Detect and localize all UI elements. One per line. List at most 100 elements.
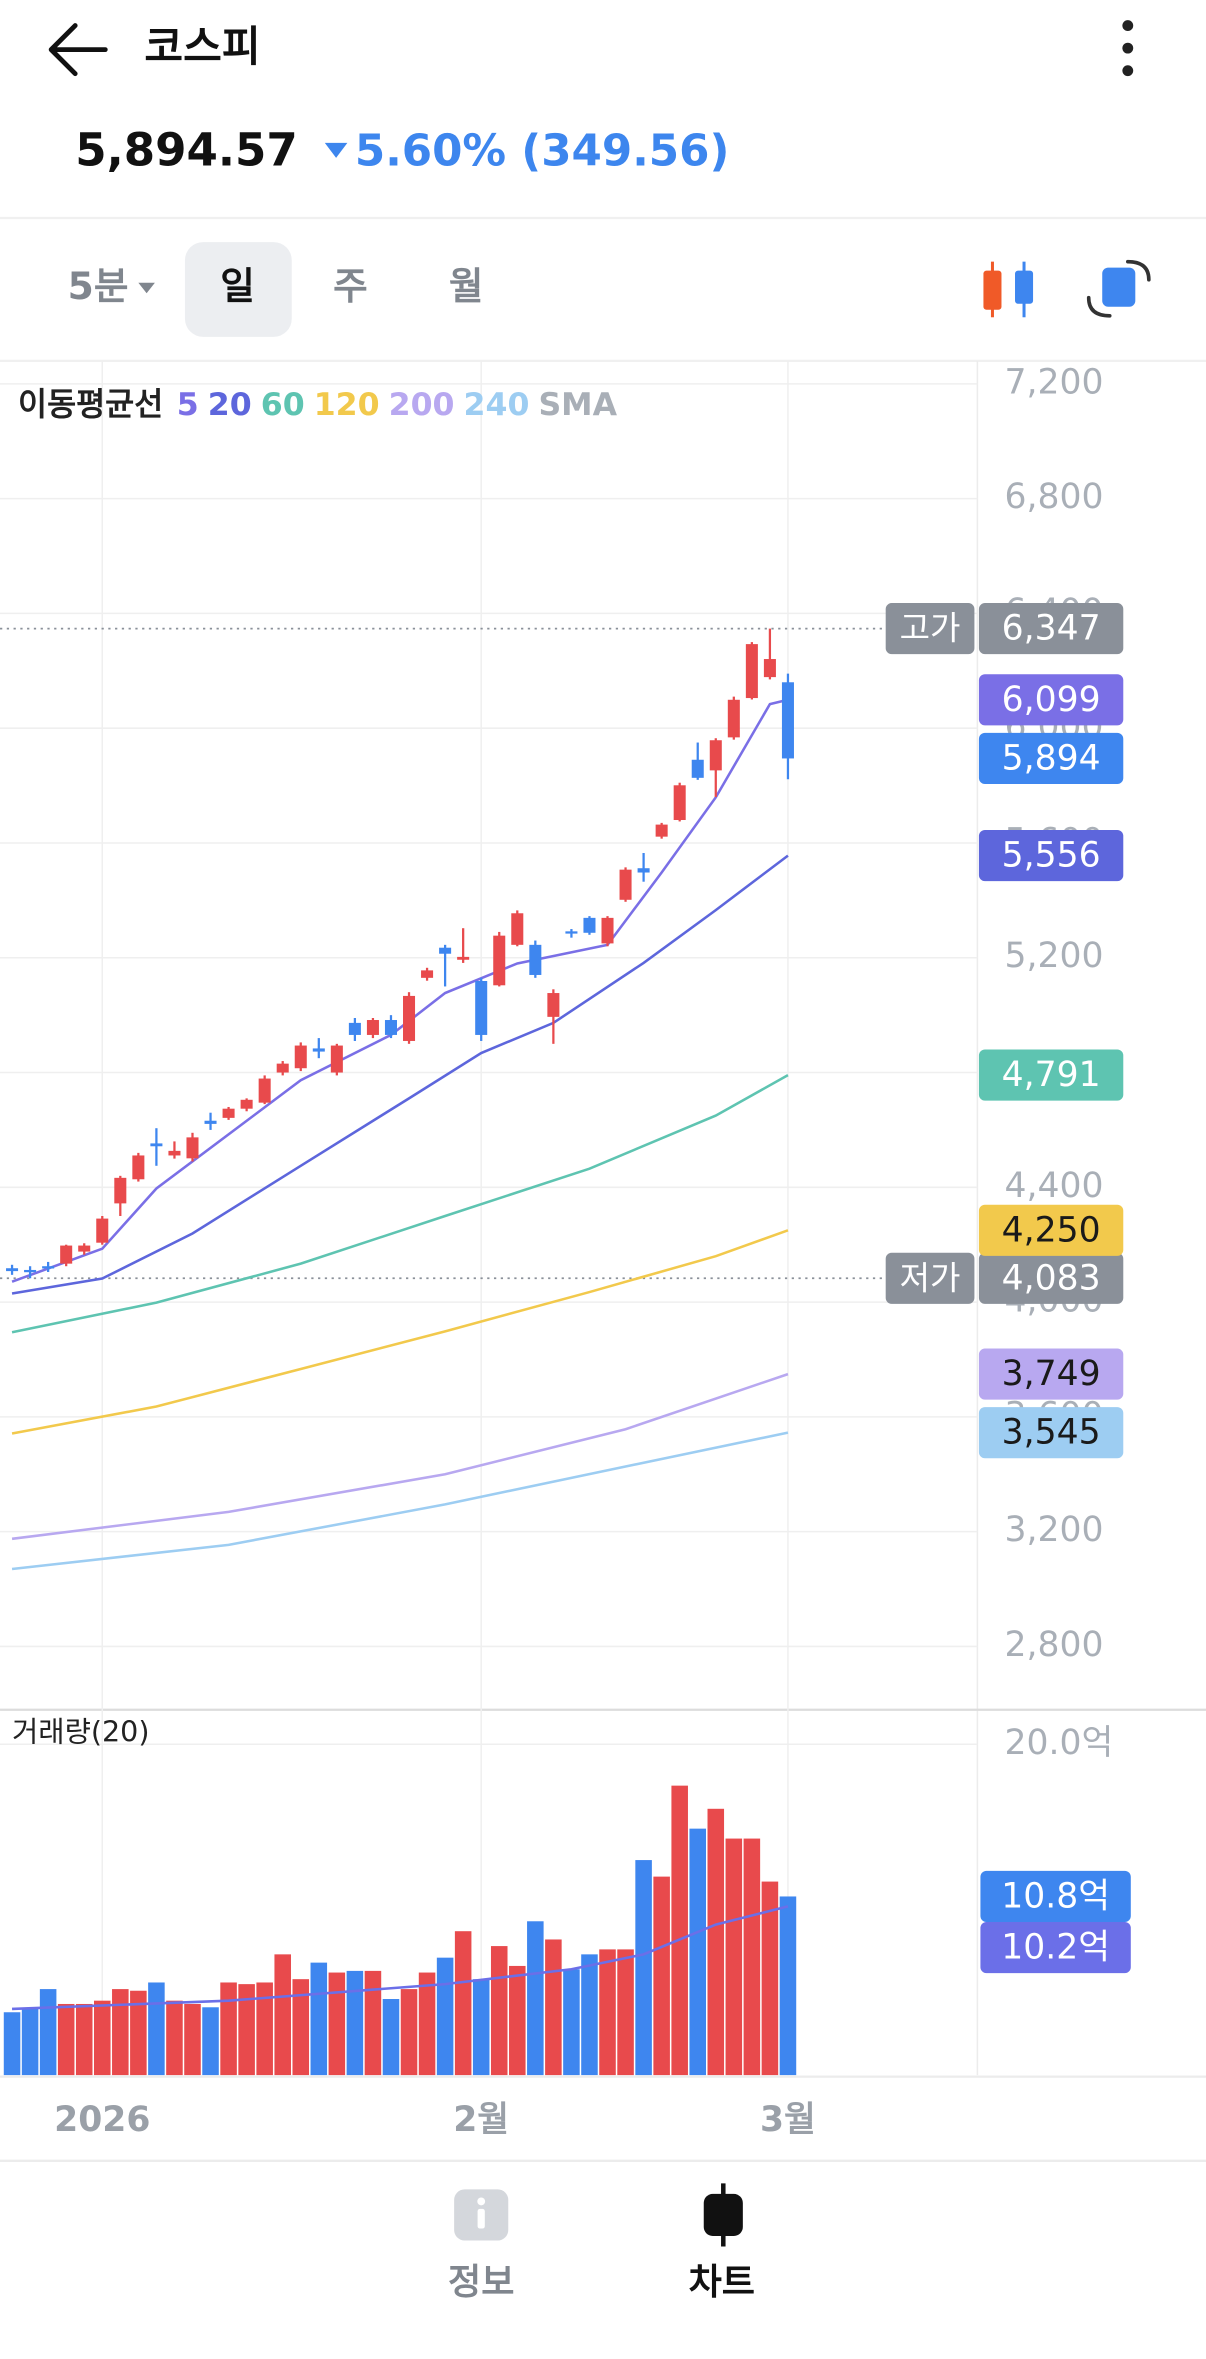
value-badge-label: 6,347 <box>1002 609 1101 649</box>
x-tick-label: 3월 <box>760 2100 816 2140</box>
volume-title: 거래량(20) <box>12 1715 149 1749</box>
candle-body <box>583 917 596 933</box>
candle-body <box>60 1245 73 1264</box>
candle-body <box>348 1022 361 1035</box>
legend-entry: 20 <box>208 387 252 423</box>
volume-bar <box>599 1949 616 2076</box>
candle-body <box>619 869 632 900</box>
value-badge-label: 5,894 <box>1002 738 1101 778</box>
candle-body <box>493 935 506 986</box>
candle-body <box>222 1108 235 1118</box>
volume-bar <box>292 1979 310 2076</box>
ma-line <box>11 1229 789 1435</box>
volume-bar <box>707 1808 725 2076</box>
candle-body <box>745 644 758 699</box>
legend-title: 이동평균선 <box>18 387 163 423</box>
value-badge-label: 6,099 <box>1002 680 1101 720</box>
tab[interactable]: 일 <box>220 264 255 308</box>
candle-body <box>781 682 794 759</box>
marker-tag-label: 저가 <box>900 1258 961 1297</box>
volume-bar <box>490 1946 508 2076</box>
value-badge <box>978 1348 1124 1400</box>
ma-line <box>11 698 789 1283</box>
info-icon-dot <box>477 2197 486 2206</box>
value-badge-label: 10.8억 <box>1001 1876 1110 1916</box>
candle-body <box>294 1045 307 1069</box>
value-badge <box>978 1204 1124 1256</box>
candle-body <box>727 699 740 738</box>
nav-label[interactable]: 정보 <box>448 2261 514 2303</box>
legend-suffix: SMA <box>538 387 617 423</box>
volume-bar <box>346 1970 364 2076</box>
volume-bar <box>39 1989 57 2076</box>
tab[interactable]: 주 <box>333 264 368 308</box>
candle-body <box>6 1268 19 1272</box>
compare-button[interactable] <box>1086 259 1151 318</box>
value-badge-label: 3,749 <box>1002 1354 1101 1394</box>
candle-body <box>168 1150 181 1156</box>
candle-body <box>78 1245 91 1252</box>
chart-icon[interactable] <box>703 2183 743 2247</box>
volume-bar <box>364 1970 382 2076</box>
down-triangle <box>324 142 348 158</box>
candle-body <box>330 1045 343 1073</box>
chart: 20262월3월2,8003,2003,6004,0004,4004,8005,… <box>0 360 1131 2140</box>
y-tick-label: 5,200 <box>1004 936 1103 976</box>
volume-bar <box>202 2007 219 2076</box>
menu-button[interactable] <box>1122 20 1134 77</box>
volume-bar <box>743 1838 761 2076</box>
y-tick-label: 7,200 <box>1004 362 1103 402</box>
value-badge <box>980 1870 1131 1923</box>
y-tick-label: 20.0억 <box>1004 1723 1113 1763</box>
value-badge <box>978 1049 1124 1101</box>
volume-bar <box>256 1982 273 2076</box>
tab[interactable]: 5분 <box>68 264 129 308</box>
legend-entry: 240 <box>464 387 530 423</box>
price: 5,894.57 <box>75 123 298 176</box>
volume-bar <box>148 1982 165 2076</box>
volume-bar <box>689 1828 707 2076</box>
nav-label[interactable]: 차트 <box>689 2261 755 2303</box>
candle-body <box>150 1143 163 1147</box>
volume-bar <box>545 1939 562 2076</box>
marker-tag-label: 고가 <box>900 609 961 648</box>
volume-bar <box>21 2008 39 2076</box>
candle-body <box>186 1137 199 1159</box>
candle-type-button[interactable] <box>983 261 1034 318</box>
candle-body <box>763 659 776 678</box>
volume-bar <box>617 1949 634 2076</box>
volume-bar <box>328 1972 346 2076</box>
volume-bar <box>166 2000 183 2076</box>
value-badge-label: 4,083 <box>1002 1258 1101 1298</box>
y-tick-label: 3,200 <box>1004 1510 1103 1550</box>
info-icon-stem <box>477 2208 485 2229</box>
value-badge <box>978 830 1124 882</box>
value-badge <box>978 1252 1124 1304</box>
volume-bar <box>57 2003 75 2076</box>
candle-body <box>24 1269 37 1273</box>
candle-body <box>547 993 560 1017</box>
y-tick-label: 2,800 <box>1004 1625 1103 1665</box>
volume-bar <box>310 1962 328 2076</box>
candle-body <box>312 1048 325 1052</box>
tab-bar: 5분 일 주 월 <box>68 242 484 337</box>
volume-ma-line <box>11 1905 789 2011</box>
candle-body <box>204 1120 217 1124</box>
volume-bar <box>382 1999 400 2076</box>
volume-bar <box>418 1972 436 2076</box>
title: 코스피 <box>144 22 260 71</box>
volume-bar <box>563 1969 580 2076</box>
volume-bar <box>779 1896 797 2076</box>
candle-body <box>709 740 722 771</box>
back-button[interactable] <box>48 23 108 77</box>
x-tick-label: 2026 <box>54 2100 150 2140</box>
candle-body <box>403 995 416 1041</box>
candle-body <box>565 931 578 934</box>
ma-line <box>11 854 789 1295</box>
tab[interactable]: 월 <box>449 264 484 308</box>
value-badge-label: 4,250 <box>1002 1210 1101 1250</box>
volume-bar <box>436 1957 454 2076</box>
candle-body <box>114 1177 127 1204</box>
